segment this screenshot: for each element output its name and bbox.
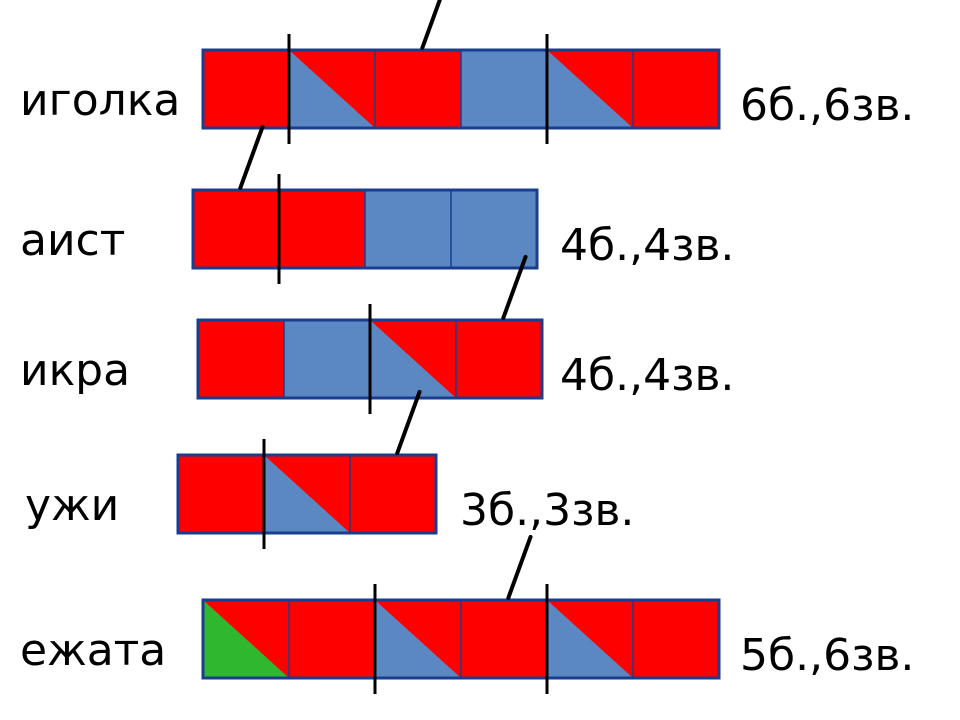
word-label: ужи [25,480,119,531]
sound-scheme [200,531,722,702]
word-label: икра [20,345,130,396]
count-label: 6б.,6зв. [740,80,914,131]
count-label: 4б.,4зв. [560,350,734,401]
word-label: аист [20,215,125,266]
word-label: ежата [20,625,166,676]
count-label: 4б.,4зв. [560,220,734,271]
count-label: 5б.,6зв. [740,630,914,681]
word-label: иголка [20,75,180,126]
count-label: 3б.,3зв. [460,485,634,536]
